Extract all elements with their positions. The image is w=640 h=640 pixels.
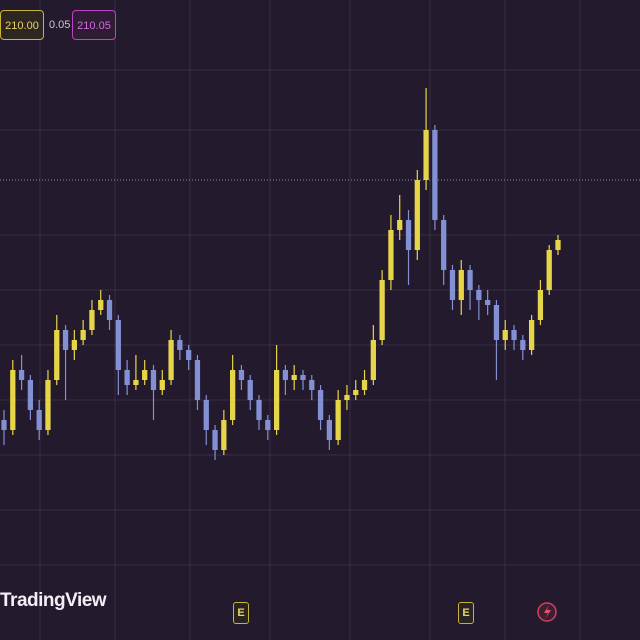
candle-body <box>546 250 552 290</box>
candle-body <box>282 370 289 380</box>
candle-body <box>133 380 139 385</box>
candle-body <box>405 220 412 250</box>
ask-price[interactable]: 210.05 <box>72 10 116 40</box>
candle-body <box>502 330 508 340</box>
candle-body <box>300 375 306 380</box>
candle-body <box>309 380 315 390</box>
candle-body <box>106 300 113 320</box>
candle-body <box>10 370 16 430</box>
candle-body <box>142 370 148 380</box>
earnings-marker[interactable]: E <box>233 602 249 624</box>
candle-body <box>291 375 297 380</box>
candle-body <box>18 370 25 380</box>
candle-body <box>27 380 34 410</box>
logo: TradingView <box>0 590 107 611</box>
candle-body <box>388 230 394 280</box>
candle-body <box>423 130 429 180</box>
candle-body <box>229 370 236 420</box>
candle-body <box>45 380 51 430</box>
candle-body <box>520 340 526 350</box>
candle-body <box>370 340 376 380</box>
candle-body <box>1 420 7 430</box>
candle-body <box>89 310 95 330</box>
candle-body <box>54 330 60 380</box>
candle-body <box>203 400 209 430</box>
candle-body <box>511 330 517 340</box>
candle-body <box>467 270 473 290</box>
candle-body <box>537 290 544 320</box>
lightning-glyph <box>544 605 551 619</box>
candle-body <box>335 400 341 440</box>
candle-body <box>256 400 262 420</box>
candle-body <box>159 380 165 390</box>
candle-body <box>317 390 324 420</box>
candle-body <box>449 270 456 300</box>
candle-body <box>265 420 271 430</box>
candle-body <box>238 370 245 380</box>
candle-body <box>344 395 350 400</box>
candle-body <box>247 380 253 400</box>
candle-body <box>397 220 403 230</box>
candle-body <box>124 370 130 385</box>
candle-body <box>98 300 104 310</box>
candle-body <box>273 370 280 430</box>
candle-body <box>150 370 157 390</box>
candle-body <box>379 280 385 340</box>
candle-body <box>414 180 420 250</box>
candle-body <box>326 420 333 440</box>
candle-body <box>361 380 368 390</box>
candle-body <box>476 290 482 300</box>
candle-body <box>212 430 218 450</box>
candle-body <box>62 330 69 350</box>
candle-body <box>194 360 201 400</box>
spread: 0.05 <box>49 19 71 31</box>
candle-body <box>71 340 77 350</box>
candle-body <box>221 420 227 450</box>
earnings-marker[interactable]: E <box>458 602 474 624</box>
candle-body <box>493 305 500 340</box>
candle-body <box>458 270 464 300</box>
candle-body <box>485 300 491 305</box>
candle-body <box>555 240 561 250</box>
candle-body <box>36 410 42 430</box>
candle-body <box>186 350 192 360</box>
candle-body <box>441 220 447 270</box>
candle-body <box>115 320 121 370</box>
candle-body <box>528 320 535 350</box>
candle-body <box>168 340 174 380</box>
candle-body <box>353 390 359 395</box>
candle-body <box>177 340 183 350</box>
candle-body <box>432 130 438 220</box>
bid-price[interactable]: 210.00 <box>0 10 44 40</box>
candle-body <box>80 330 86 340</box>
